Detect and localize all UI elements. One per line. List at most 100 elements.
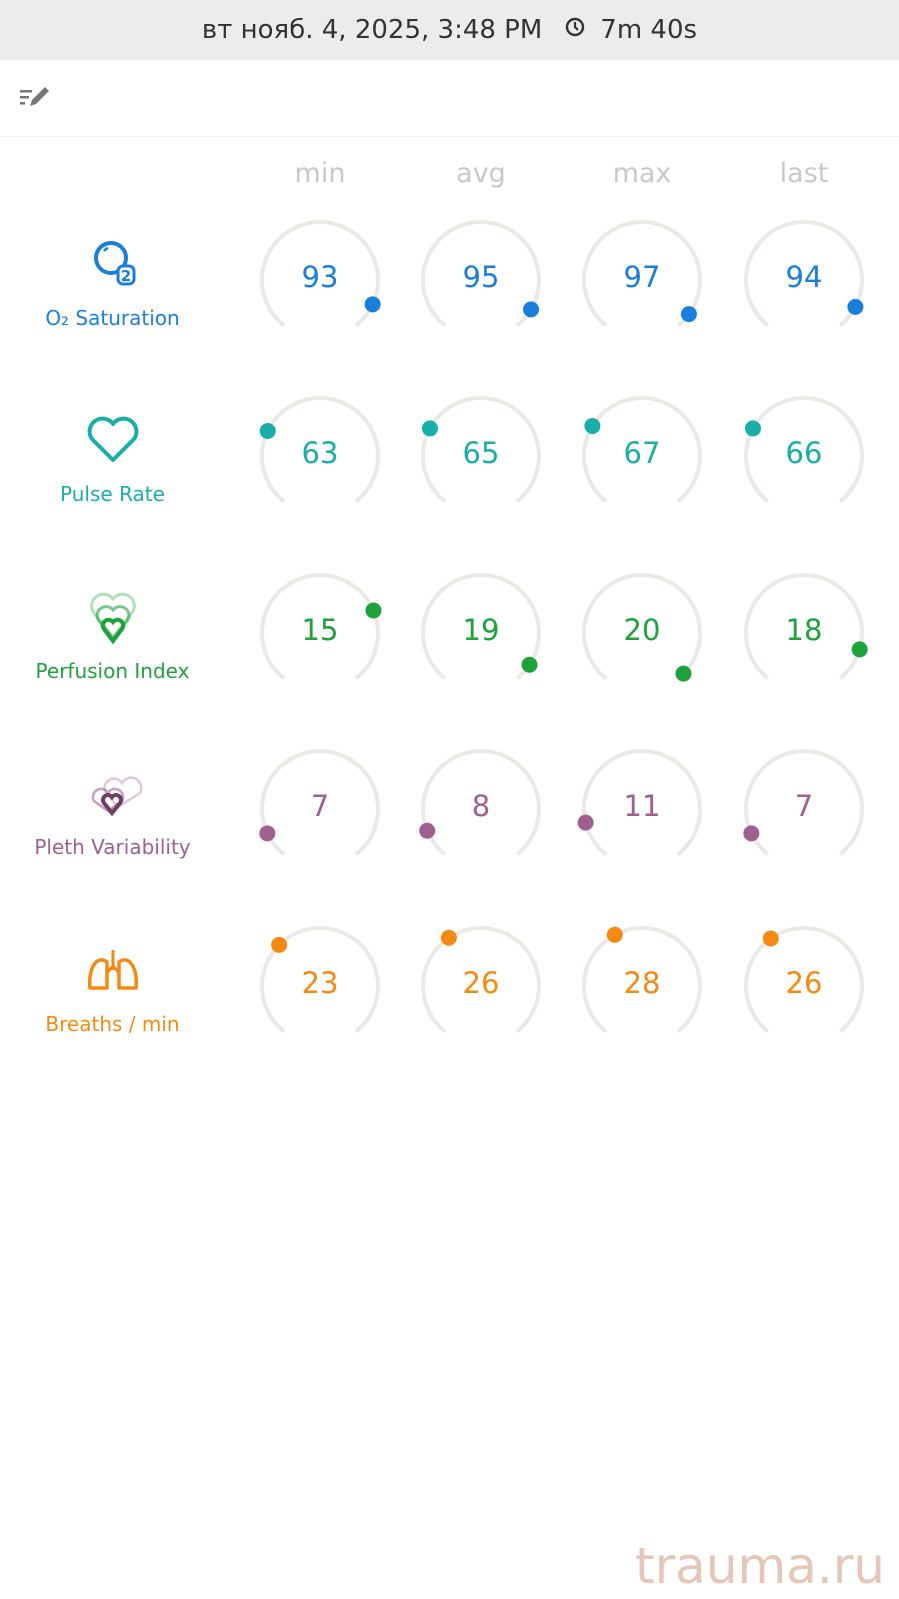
heart-icon — [78, 410, 148, 470]
gauge-marker — [584, 417, 601, 434]
gauge-pulse-rate-avg: 65 — [411, 386, 551, 526]
gauge-marker — [675, 665, 692, 682]
gauge-track — [744, 220, 864, 327]
gauge-breaths-min-last: 26 — [734, 916, 874, 1056]
clock-icon — [564, 15, 586, 45]
gauge-pleth-variability-avg: 8 — [411, 739, 551, 879]
gauge-marker — [419, 822, 436, 839]
gauge-track — [421, 573, 541, 680]
gauge-value: 7 — [310, 789, 330, 823]
gauge-marker — [271, 936, 288, 953]
session-duration: 7m 40s — [600, 15, 698, 45]
metric-label-pulse-rate: Pulse Rate — [60, 482, 165, 506]
gauge-value: 7 — [794, 789, 814, 823]
edit-notes-button[interactable] — [18, 84, 58, 112]
gauge-o-saturation-last: 94 — [734, 210, 874, 350]
gauge-value: 8 — [471, 789, 491, 823]
pleth-hearts-icon — [78, 763, 148, 823]
gauge-pleth-variability-max: 11 — [572, 739, 712, 879]
layered-hearts-icon — [78, 587, 148, 647]
gauge-o-saturation-avg: 95 — [411, 210, 551, 350]
gauge-perfusion-index-last: 18 — [734, 563, 874, 703]
gauge-track — [260, 926, 380, 1033]
gauge-track — [744, 396, 864, 503]
gauge-o-saturation-max: 97 — [572, 210, 712, 350]
edit-list-icon — [20, 87, 49, 106]
gauge-marker — [259, 825, 276, 842]
gauge-perfusion-index-min: 15 — [250, 563, 390, 703]
metric-label-breaths-min: Breaths / min — [45, 1012, 180, 1036]
session-header: вт нояб. 4, 2025, 3:48 PM 7m 40s — [0, 0, 899, 60]
gauge-value: 20 — [623, 613, 661, 647]
gauge-marker — [259, 422, 276, 439]
gauge-track — [582, 926, 702, 1033]
gauge-track — [744, 749, 864, 856]
gauge-perfusion-index-max: 20 — [572, 563, 712, 703]
gauge-pulse-rate-max: 67 — [572, 386, 712, 526]
gauge-marker — [851, 641, 868, 658]
gauge-value: 15 — [301, 613, 339, 647]
gauge-breaths-min-min: 23 — [250, 916, 390, 1056]
gauge-marker — [440, 929, 457, 946]
gauge-value: 26 — [462, 966, 500, 1000]
gauge-value: 67 — [623, 436, 661, 470]
gauge-value: 63 — [301, 436, 339, 470]
gauge-value: 95 — [462, 260, 500, 294]
gauge-value: 26 — [785, 966, 823, 1000]
gauge-value: 18 — [785, 613, 823, 647]
gauge-pleth-variability-last: 7 — [734, 739, 874, 879]
gauge-track — [744, 926, 864, 1033]
gauge-value: 66 — [785, 436, 823, 470]
session-datetime: вт нояб. 4, 2025, 3:48 PM — [201, 15, 543, 45]
gauge-track — [260, 220, 380, 327]
gauge-marker — [521, 656, 538, 673]
gauge-track — [744, 573, 864, 680]
gauge-marker — [365, 602, 382, 619]
column-header-last: last — [779, 158, 829, 189]
gauge-value: 93 — [301, 260, 339, 294]
gauge-value: 23 — [301, 966, 339, 1000]
column-header-min: min — [294, 158, 346, 189]
column-header-avg: avg — [456, 158, 506, 189]
svg-text:2: 2 — [121, 267, 131, 285]
column-header-max: max — [612, 158, 672, 189]
metric-label-o-saturation: O₂ Saturation — [45, 306, 180, 330]
gauge-marker — [577, 814, 594, 831]
gauge-value: 28 — [623, 966, 661, 1000]
gauge-track — [582, 573, 702, 680]
gauge-perfusion-index-avg: 19 — [411, 563, 551, 703]
gauge-track — [260, 573, 380, 680]
gauge-track — [582, 220, 702, 327]
gauge-value: 65 — [462, 436, 500, 470]
gauge-o-saturation-min: 93 — [250, 210, 390, 350]
gauge-marker — [364, 296, 381, 313]
gauge-pulse-rate-last: 66 — [734, 386, 874, 526]
gauge-track — [582, 396, 702, 503]
gauge-track — [421, 396, 541, 503]
gauge-pulse-rate-min: 63 — [250, 386, 390, 526]
gauge-marker — [523, 301, 540, 318]
gauge-value: 19 — [462, 613, 500, 647]
gauge-marker — [744, 420, 761, 437]
metric-label-pleth-variability: Pleth Variability — [34, 835, 191, 859]
gauge-track — [421, 749, 541, 856]
watermark: trauma.ru — [635, 1537, 885, 1595]
gauge-pleth-variability-min: 7 — [250, 739, 390, 879]
lungs-icon — [78, 940, 148, 1000]
gauge-track — [260, 396, 380, 503]
metric-label-perfusion-index: Perfusion Index — [35, 659, 190, 683]
gauge-value: 11 — [623, 789, 661, 823]
gauge-marker — [606, 926, 623, 943]
gauge-value: 97 — [623, 260, 661, 294]
o2-bubble-icon: 2 — [78, 234, 148, 294]
gauge-value: 94 — [785, 260, 823, 294]
gauge-breaths-min-avg: 26 — [411, 916, 551, 1056]
gauge-track — [260, 749, 380, 856]
gauge-marker — [680, 306, 697, 323]
gauge-marker — [847, 298, 864, 315]
gauge-track — [421, 926, 541, 1033]
gauge-track — [421, 220, 541, 327]
toolbar — [0, 60, 899, 137]
gauge-breaths-min-max: 28 — [572, 916, 712, 1056]
gauge-marker — [421, 420, 438, 437]
